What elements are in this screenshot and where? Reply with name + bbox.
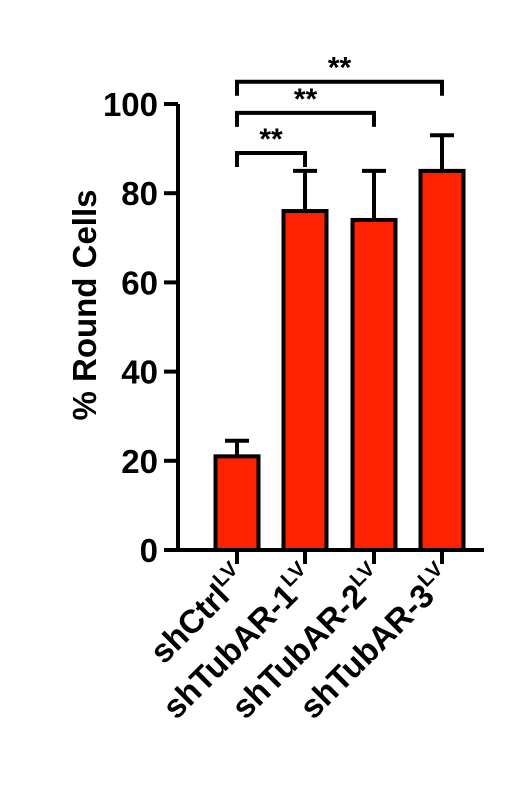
bar-shctrl (213, 454, 261, 552)
y-axis-label: % Round Cells (66, 189, 103, 420)
bar-shtubar-3 (418, 168, 466, 552)
bar-shtubar-2 (350, 217, 398, 553)
significance-label-2: ** (294, 83, 318, 116)
significance-label-1: ** (259, 123, 283, 156)
bar-shtubar-1 (281, 209, 329, 552)
x-axis: shCtrlLVshTubAR-1LVshTubAR-2LVshTubAR-3L… (142, 548, 484, 726)
significance-brackets: ** ** ** (235, 52, 444, 168)
y-tick-label-20: 20 (121, 443, 158, 480)
significance-label-3: ** (328, 52, 352, 85)
y-tick-label-80: 80 (121, 175, 158, 212)
significance-bracket-2 (235, 110, 376, 127)
y-tick-label-100: 100 (103, 86, 158, 123)
significance-bracket-1 (235, 151, 307, 168)
y-tick-label-60: 60 (121, 264, 158, 301)
y-tick-label-0: 0 (140, 532, 158, 569)
significance-bracket-3 (235, 79, 444, 96)
y-tick-label-40: 40 (121, 354, 158, 391)
y-axis: 0 20 40 60 80 100 (103, 86, 180, 569)
bars (213, 133, 466, 553)
